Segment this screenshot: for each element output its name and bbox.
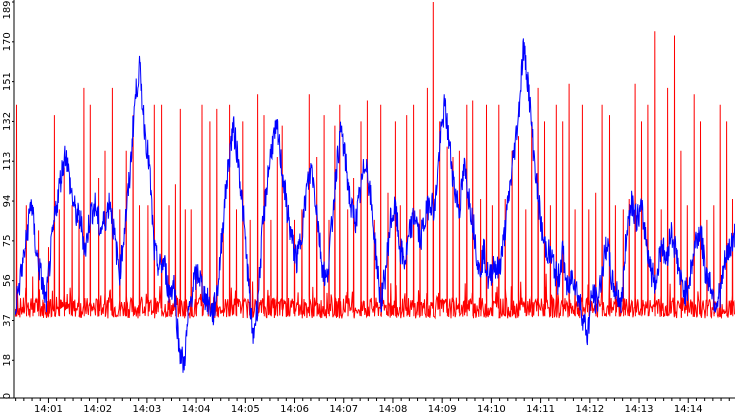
y-tick-label: 151 <box>2 72 13 91</box>
series-line-blue <box>15 38 735 373</box>
y-tick-label: 75 <box>2 234 13 247</box>
x-tick-label: 14:09 <box>428 404 457 415</box>
series-line-red <box>15 1 735 320</box>
x-tick-label: 14:13 <box>625 404 654 415</box>
y-tick-label: 113 <box>2 152 13 171</box>
x-tick-label: 14:05 <box>231 404 260 415</box>
x-tick-label: 14:06 <box>280 404 309 415</box>
y-tick-label: 0 <box>2 393 13 399</box>
x-tick-label: 14:10 <box>477 404 506 415</box>
x-tick-label: 14:11 <box>526 404 555 415</box>
y-tick-label: 56 <box>2 274 13 287</box>
x-tick-label: 14:02 <box>83 404 112 415</box>
y-tick-label: 132 <box>2 112 13 131</box>
x-tick-label: 14:07 <box>329 404 358 415</box>
x-tick-label: 14:04 <box>182 404 211 415</box>
y-tick-label: 18 <box>2 354 13 367</box>
x-tick-label: 14:12 <box>575 404 604 415</box>
x-tick-label: 14:03 <box>132 404 161 415</box>
y-tick-label: 189 <box>2 0 13 19</box>
x-tick-label: 14:01 <box>34 404 63 415</box>
x-tick-label: 14:14 <box>674 404 703 415</box>
y-tick-label: 94 <box>2 195 13 208</box>
y-tick-label: 37 <box>2 314 13 327</box>
x-tick-label: 14:08 <box>379 404 408 415</box>
y-tick-label: 170 <box>2 32 13 51</box>
